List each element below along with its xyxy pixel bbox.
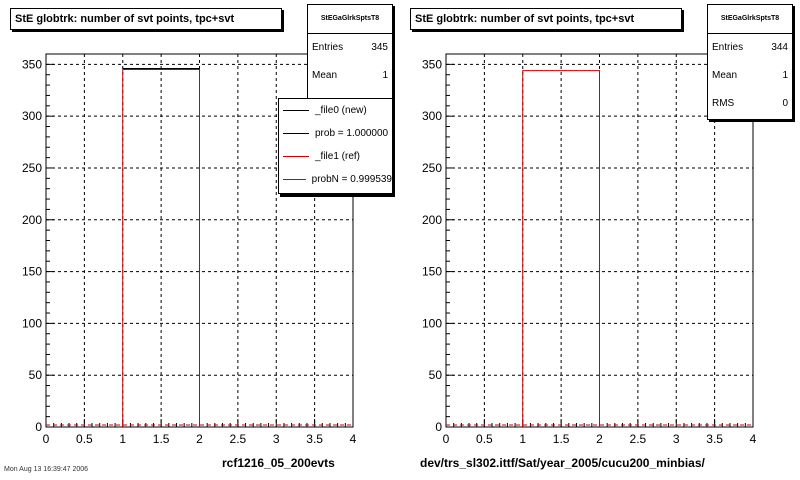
right-y-tick-label: 50 xyxy=(429,368,443,382)
left-y-tick-label: 100 xyxy=(22,316,42,330)
right-x-tick-label: 0.5 xyxy=(476,432,493,446)
right-x-tick-label: 3 xyxy=(673,432,680,446)
right-y-tick-label: 250 xyxy=(422,161,442,175)
legend-entry: _file0 (new) xyxy=(279,99,392,122)
timestamp: Mon Aug 13 16:39:47 2006 xyxy=(4,466,89,473)
right-stat-value: 0 xyxy=(782,98,788,109)
left-y-tick-label: 0 xyxy=(35,420,42,434)
left-legend: _file0 (new) prob = 1.000000 _file1 (ref… xyxy=(278,98,393,194)
left-stats-name: StEGaGlrkSptsT8 xyxy=(308,5,392,34)
left-title: StE globtrk: number of svt points, tpc+s… xyxy=(10,8,282,30)
left-x-tick-label: 1 xyxy=(119,432,126,446)
right-title: StE globtrk: number of svt points, tpc+s… xyxy=(410,8,682,30)
right-stat-value: 344 xyxy=(771,42,788,53)
left-x-tick-label: 4 xyxy=(350,432,357,446)
right-stats-box: StEGaGlrkSptsT8 Entries 344 Mean 1 RMS 0 xyxy=(707,4,793,120)
left-y-tick-label: 300 xyxy=(22,109,42,123)
left-x-tick-label: 3 xyxy=(273,432,280,446)
left-y-tick-label: 150 xyxy=(22,265,42,279)
right-x-tick-label: 2 xyxy=(596,432,603,446)
right-stat-value: 1 xyxy=(782,70,788,81)
right-x-tick-label: 2.5 xyxy=(630,432,647,446)
right-stat-label: RMS xyxy=(712,98,735,109)
left-stat-value: 345 xyxy=(371,42,388,53)
left-x-tick-label: 2.5 xyxy=(230,432,247,446)
right-y-tick-label: 100 xyxy=(422,316,442,330)
right-y-tick-label: 0 xyxy=(435,420,442,434)
left-x-tick-label: 2 xyxy=(196,432,203,446)
right-y-tick-label: 150 xyxy=(422,265,442,279)
right-x-tick-label: 4 xyxy=(750,432,757,446)
legend-entry: probN = 0.999539 xyxy=(279,168,392,191)
left-x-tick-label: 3.5 xyxy=(306,432,323,446)
right-stats-name: StEGaGlrkSptsT8 xyxy=(708,5,792,34)
left-y-tick-label: 200 xyxy=(22,213,42,227)
right-hist-bar-ref xyxy=(522,70,600,427)
right-stat-label: Mean xyxy=(712,70,738,81)
left-y-tick-label: 350 xyxy=(22,57,42,71)
left-x-tick-label: 0 xyxy=(43,432,50,446)
left-stat-label: Entries xyxy=(312,42,344,53)
left-x-tick-label: 1.5 xyxy=(153,432,170,446)
left-stat-value: 1 xyxy=(382,70,388,81)
left-stats-box: StEGaGlrkSptsT8 Entries 345 Mean 1 xyxy=(307,4,393,106)
right-stat-label: Entries xyxy=(712,42,744,53)
left-stat-label: Mean xyxy=(312,70,338,81)
right-x-tick-label: 3.5 xyxy=(706,432,723,446)
right-y-tick-label: 300 xyxy=(422,109,442,123)
left-x-tick-label: 0.5 xyxy=(76,432,93,446)
left-caption: rcf1216_05_200evts xyxy=(222,456,335,470)
legend-entry: prob = 1.000000 xyxy=(279,122,392,145)
left-y-tick-label: 250 xyxy=(22,161,42,175)
right-x-tick-label: 1.5 xyxy=(553,432,570,446)
right-x-tick-label: 0 xyxy=(443,432,450,446)
legend-entry: _file1 (ref) xyxy=(279,145,392,168)
right-y-tick-label: 350 xyxy=(422,57,442,71)
right-y-tick-label: 200 xyxy=(422,213,442,227)
left-hist-bar-ref xyxy=(122,69,200,427)
left-y-tick-label: 50 xyxy=(29,368,43,382)
right-caption: dev/trs_sl302.ittf/Sat/year_2005/cucu200… xyxy=(420,456,705,470)
right-x-tick-label: 1 xyxy=(519,432,526,446)
